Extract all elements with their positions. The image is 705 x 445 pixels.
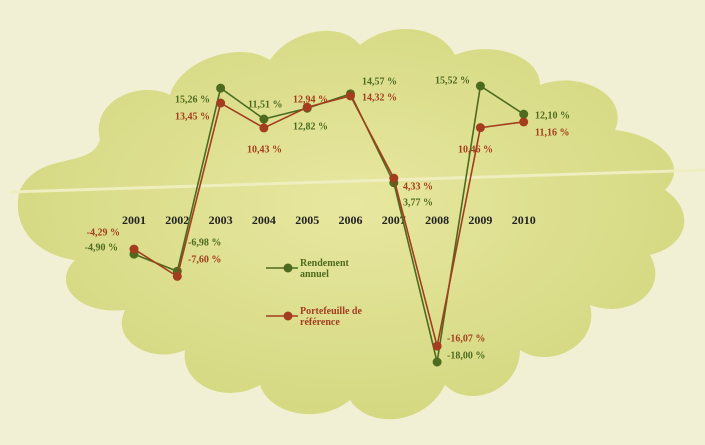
data-label: 12,10 % [535,110,570,121]
point [259,123,268,132]
point [216,99,225,108]
point [346,91,355,100]
data-label: 10,46 % [458,144,493,155]
data-label: 11,16 % [535,127,569,138]
point [173,272,182,281]
legend-marker [284,312,293,321]
data-label: -18,00 % [447,350,485,361]
data-label: 11,51 % [248,99,282,110]
point [476,123,485,132]
point [519,110,528,119]
x-tick-label: 2002 [165,213,189,227]
legend-label: Portefeuille de référence [300,306,380,328]
page: 2001200220032004200520062007200820092010… [0,0,705,445]
point [216,84,225,93]
point [519,117,528,126]
data-label: 14,32 % [362,92,397,103]
point [433,358,442,367]
point [433,342,442,351]
legend-label: Rendement annuel [300,258,380,280]
data-label: 12,82 % [293,121,328,132]
data-label: 15,52 % [435,75,470,86]
data-label: 13,45 % [175,111,210,122]
x-tick-label: 2009 [468,213,492,227]
data-label: -16,07 % [447,333,485,344]
point [389,174,398,183]
data-label: 3,77 % [403,197,433,208]
x-tick-label: 2010 [512,213,536,227]
data-label: -4,29 % [87,227,120,238]
legend-marker [284,264,293,273]
data-label: 15,26 % [175,94,210,105]
x-tick-label: 2004 [252,213,276,227]
chart: 2001200220032004200520062007200820092010… [0,0,705,445]
x-tick-label: 2003 [209,213,233,227]
x-tick-label: 2001 [122,213,146,227]
data-label: -6,98 % [188,237,221,248]
point [130,245,139,254]
x-tick-label: 2006 [339,213,363,227]
data-label: 12,94 % [293,94,328,105]
x-tick-label: 2008 [425,213,449,227]
data-label: -7,60 % [188,254,221,265]
point [476,82,485,91]
data-label: 4,33 % [403,181,433,192]
x-tick-label: 2005 [295,213,319,227]
data-label: 10,43 % [247,144,282,155]
point [259,115,268,124]
data-label: 14,57 % [362,76,397,87]
data-label: -4,90 % [85,242,118,253]
